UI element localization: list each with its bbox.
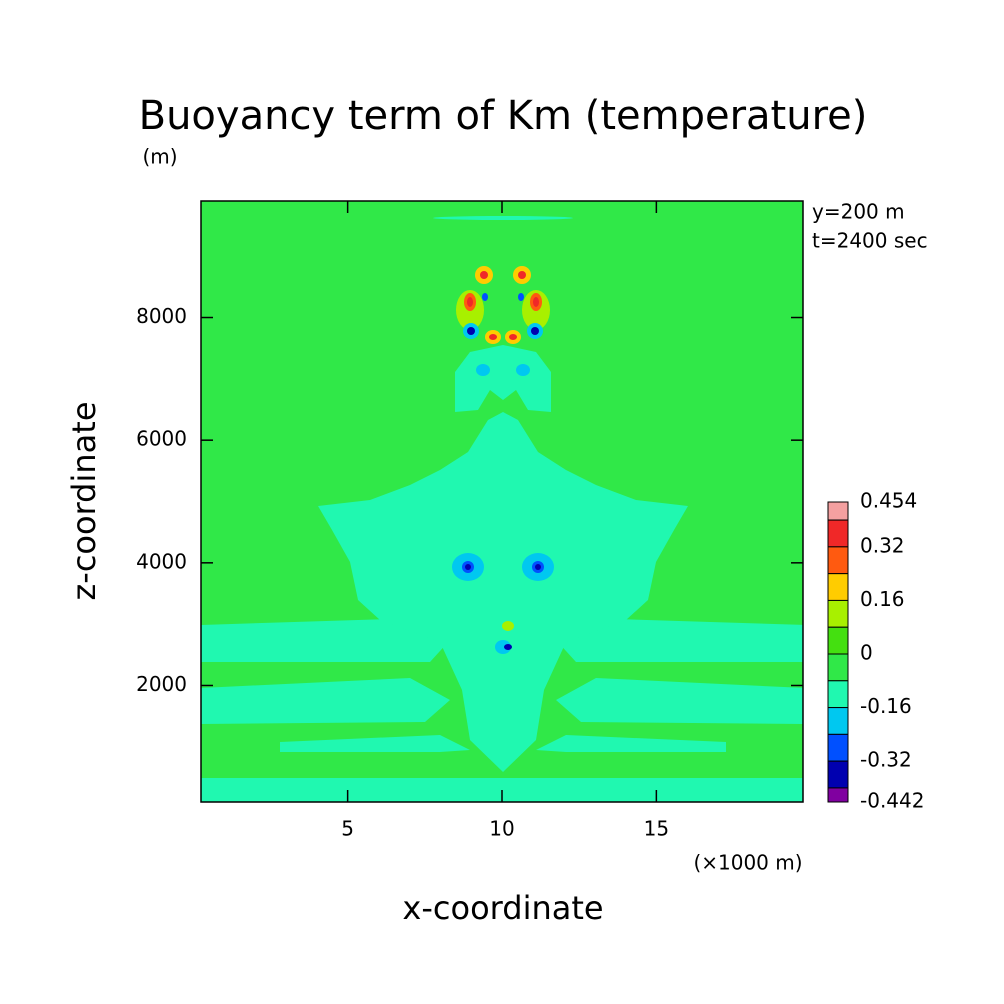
x-tick-label: 10 (489, 817, 514, 841)
colorbar-label: -0.16 (860, 694, 912, 718)
colorbar-box (827, 546, 849, 575)
y-tick-label: 6000 (136, 427, 187, 451)
x-unit: (×1000 m) (693, 851, 802, 875)
x-tick-label: 15 (644, 817, 669, 841)
colorbar-box (827, 599, 849, 628)
colorbar-box (827, 626, 849, 655)
colorbar-box (827, 501, 849, 521)
y-tick-label: 8000 (136, 304, 187, 328)
colorbar-label: 0.454 (860, 489, 917, 513)
colorbar-label: 0 (860, 641, 873, 665)
colorbar-box (827, 573, 849, 601)
annotation: t=2400 sec (812, 229, 928, 253)
annotation: y=200 m (812, 200, 905, 224)
colorbar-box (827, 760, 849, 789)
colorbar-label: 0.32 (860, 533, 905, 557)
y-tick-label: 2000 (136, 672, 187, 696)
colorbar-box (827, 707, 849, 735)
colorbar-label: -0.32 (860, 748, 912, 772)
axes: 5 10 15 2000 4000 6000 8000 0.454 0.32 0.16 0 -0.16… (136, 201, 924, 841)
colorbar-box (827, 787, 849, 803)
colorbar-box (827, 680, 849, 709)
colorbar-box (827, 653, 849, 682)
y-axis-title: z-coordinate (65, 401, 103, 600)
colorbar-box (827, 519, 849, 548)
x-axis-title: x-coordinate (402, 889, 603, 927)
y-tick-label: 4000 (136, 549, 187, 573)
colorbar-label: -0.442 (860, 789, 924, 813)
contour-field (201, 201, 803, 802)
colorbar-box (827, 733, 849, 762)
x-tick-label: 5 (341, 817, 354, 841)
colorbar-label: 0.16 (860, 587, 905, 611)
chart-title: Buoyancy term of Km (temperature) (139, 93, 868, 139)
y-unit: (m) (142, 145, 177, 169)
